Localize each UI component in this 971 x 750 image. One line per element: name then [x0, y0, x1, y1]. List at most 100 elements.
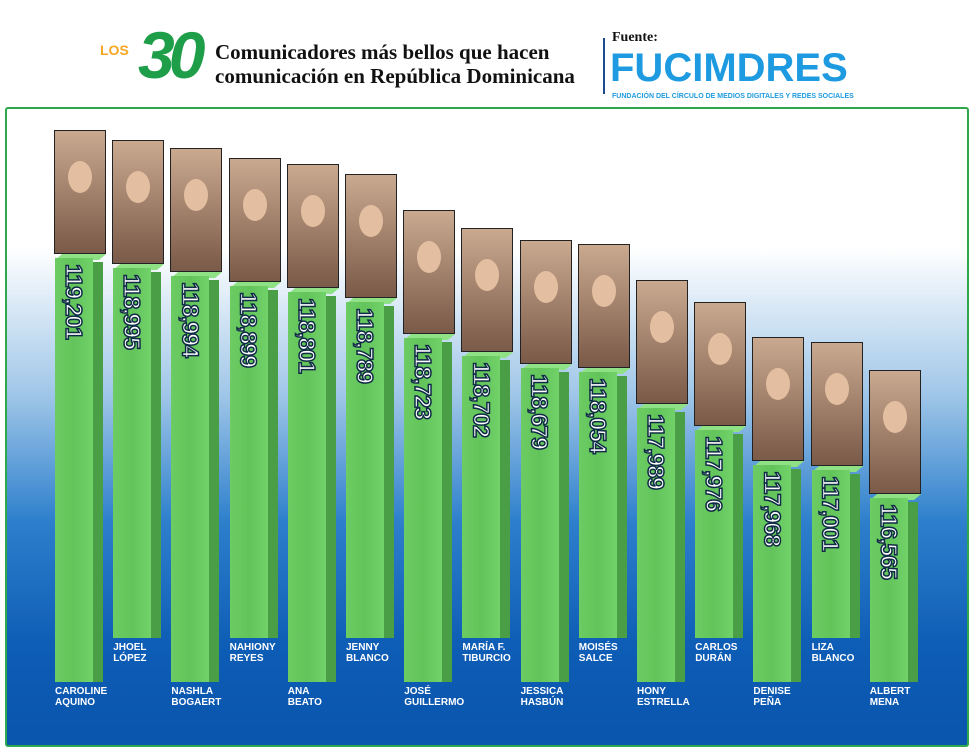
category-label-line: BLANCO — [811, 653, 855, 664]
data-label: 118,801 — [293, 297, 321, 373]
bar-front — [171, 276, 210, 682]
bar-front — [637, 408, 675, 682]
portrait-photo — [636, 280, 688, 404]
category-label-line: NAHIONY — [229, 642, 276, 653]
bar-front — [753, 465, 792, 682]
bar: 116,565 — [869, 494, 921, 682]
data-label: 117,976 — [700, 435, 728, 511]
category-label-line: ESTRELLA — [637, 697, 690, 708]
bar-side — [93, 262, 103, 682]
category-label-line: GUILLERMO — [404, 697, 465, 708]
logo-30: 30 — [138, 18, 205, 92]
bar-front — [404, 338, 443, 682]
category-label-line: PEÑA — [753, 697, 782, 708]
face-placeholder — [242, 189, 267, 221]
face-placeholder — [475, 259, 500, 291]
category-label-line: NASHLA — [171, 686, 214, 697]
face-placeholder — [533, 271, 558, 303]
category-label-line: JHOEL — [113, 642, 147, 653]
bar-side — [675, 412, 685, 682]
bar-side — [267, 290, 278, 638]
portrait-photo — [461, 228, 514, 352]
data-label: 118,054 — [584, 377, 612, 453]
category-label-line: JESSICA — [520, 686, 564, 697]
bar-front — [113, 268, 152, 638]
data-label: 118,789 — [351, 307, 379, 383]
bar: 117,989 — [637, 404, 689, 682]
portrait-photo — [286, 164, 339, 288]
bar-side — [849, 474, 860, 638]
source-label: Fuente: — [612, 30, 658, 45]
bar-side — [558, 372, 569, 682]
category-label-line: BOGAERT — [171, 697, 222, 708]
bar-front — [346, 302, 384, 638]
bar-front — [578, 372, 617, 638]
portrait-photo — [868, 370, 921, 494]
bar-front — [695, 430, 734, 638]
data-label: 118,723 — [409, 343, 437, 419]
bar: 118,702 — [462, 352, 514, 638]
face-placeholder — [882, 401, 907, 433]
bar-front — [462, 356, 501, 638]
category-label-line: MENA — [869, 697, 900, 708]
portrait-photo — [54, 130, 106, 254]
bar-side — [733, 434, 744, 638]
category-label: JHOEL LÓPEZ — [113, 642, 193, 664]
portrait-photo — [228, 158, 281, 282]
bar: 118,994 — [171, 272, 223, 682]
bar-side — [209, 280, 220, 682]
category-label: JOSÉ GUILLERMO — [404, 686, 484, 708]
bar: 118,995 — [113, 264, 165, 638]
bar-side — [384, 306, 394, 638]
portrait-photo — [403, 210, 456, 334]
category-label-line: JENNY — [346, 642, 380, 653]
category-label-line: SALCE — [578, 653, 613, 664]
category-label: MOISÉS SALCE — [579, 642, 659, 664]
bar-side — [442, 342, 453, 682]
category-label-line: REYES — [229, 653, 264, 664]
category-label: MARÍA F. TIBURCIO — [462, 642, 542, 664]
bar-front — [520, 368, 559, 682]
category-label-line: TIBURCIO — [462, 653, 511, 664]
bar-side — [791, 469, 802, 682]
category-label-line: DURÁN — [695, 653, 732, 664]
category-label: NAHIONY REYES — [230, 642, 310, 664]
bar-front — [811, 470, 850, 638]
category-label-line: CAROLINE — [55, 686, 108, 697]
category-label: JESSICA HASBÚN — [521, 686, 601, 708]
category-label: ANA BEATO — [288, 686, 368, 708]
bar: 118,723 — [404, 334, 456, 682]
category-label-line: CARLOS — [695, 642, 738, 653]
bar: 117,001 — [811, 466, 863, 638]
data-label: 117,001 — [817, 475, 845, 551]
portrait-photo — [170, 148, 223, 272]
bar-front — [287, 292, 326, 682]
bar-front — [869, 498, 908, 682]
face-placeholder — [126, 171, 151, 203]
category-label-line: DENISE — [753, 686, 791, 697]
face-placeholder — [184, 179, 209, 211]
face-placeholder — [68, 161, 92, 193]
portrait-photo — [577, 244, 630, 368]
face-placeholder — [824, 373, 849, 405]
bar: 118,054 — [578, 368, 630, 638]
category-label: JENNY BLANCO — [346, 642, 426, 664]
portrait-photo — [752, 337, 805, 461]
title-line-1: Comunicadores más bellos que hacen — [215, 40, 550, 64]
portrait-photo — [345, 174, 397, 298]
category-label-line: BEATO — [287, 697, 322, 708]
category-label-line: MARÍA F. — [462, 642, 506, 653]
logo-los: LOS — [100, 42, 129, 58]
category-label-line: BLANCO — [346, 653, 389, 664]
data-label: 119,201 — [60, 263, 88, 339]
category-label: HONY ESTRELLA — [637, 686, 717, 708]
category-label-line: ANA — [287, 686, 310, 697]
bar: 118,789 — [346, 298, 398, 638]
bar-side — [500, 360, 511, 638]
category-label: DENISE PEÑA — [753, 686, 833, 708]
bar-front — [55, 258, 93, 682]
data-label: 117,968 — [759, 470, 787, 546]
face-placeholder — [591, 275, 616, 307]
data-label: 116,565 — [875, 503, 903, 579]
